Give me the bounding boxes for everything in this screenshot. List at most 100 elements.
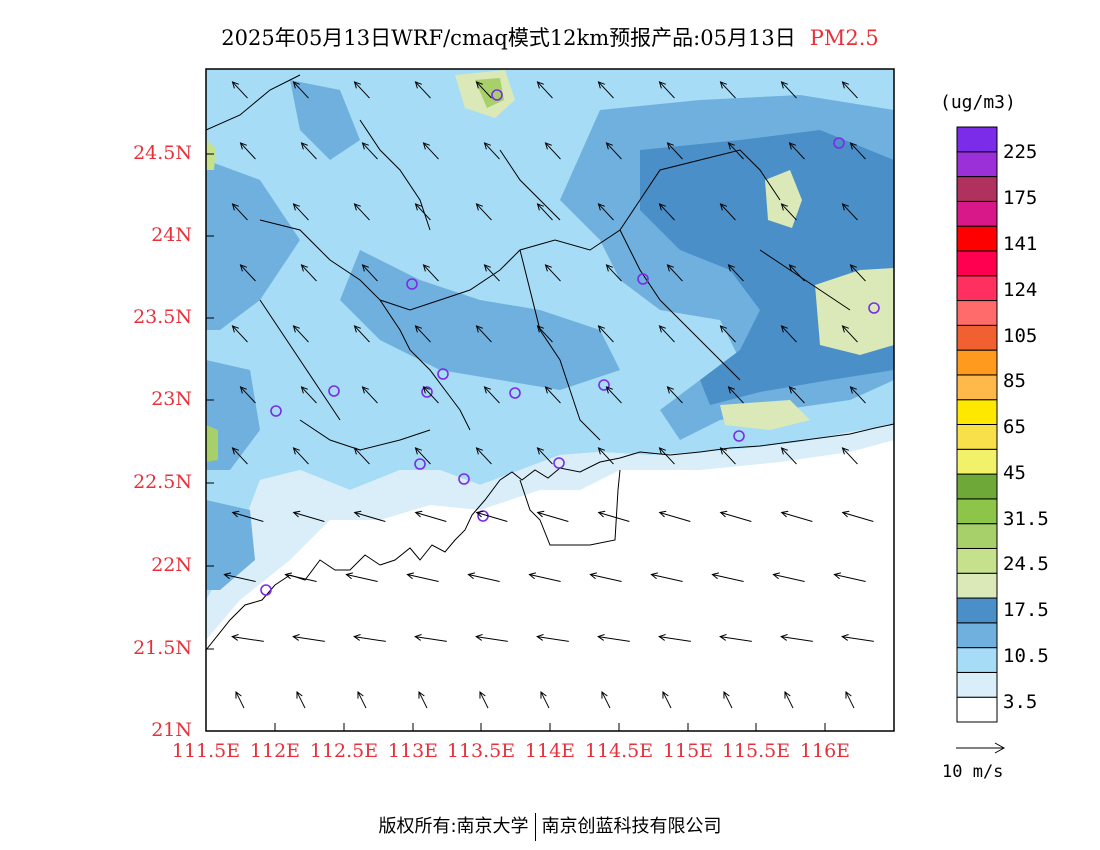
wind-arrow: [727, 142, 744, 160]
wind-arrow: [540, 690, 550, 709]
wind-arrow: [422, 264, 439, 282]
wind-arrow: [239, 264, 256, 282]
wind-arrow: [605, 142, 622, 160]
wind-arrow: [536, 510, 569, 523]
colorbar-label: 3.5: [1003, 691, 1038, 713]
wind-arrow: [536, 325, 553, 343]
colorbar-swatch: [956, 498, 998, 525]
colorbar-label: 175: [1003, 187, 1038, 209]
wind-arrow: [601, 690, 611, 709]
wind-arrow: [841, 203, 858, 221]
lat-label: 22N: [151, 554, 192, 576]
wind-arrow: [841, 634, 874, 642]
wind-arrow: [284, 572, 317, 582]
wind-arrow: [849, 386, 866, 404]
wind-arrow: [780, 447, 797, 465]
wind-arrow: [361, 264, 378, 282]
lon-label: 114.5E: [584, 740, 654, 762]
pearl-river-bay: [519, 469, 621, 546]
lat-label: 21N: [151, 719, 192, 741]
lat-label: 23N: [151, 388, 192, 410]
colorbar-swatch: [956, 597, 998, 624]
colorbar-swatch: [956, 473, 998, 500]
wind-arrow: [788, 142, 805, 160]
wind-arrow: [845, 690, 855, 709]
colorbar-label: 65: [1003, 416, 1026, 438]
wind-arrow: [658, 203, 675, 221]
wind-arrow: [418, 690, 428, 709]
wind-arrow: [597, 634, 630, 642]
lon-label: 115E: [662, 740, 714, 762]
colorbar-swatch: [956, 200, 998, 227]
station-marker: [509, 387, 521, 399]
wind-arrow: [231, 634, 264, 642]
wind-arrow: [536, 81, 553, 99]
lat-label: 24N: [151, 224, 192, 246]
wind-arrow: [231, 510, 264, 523]
wind-arrow: [536, 203, 553, 221]
station-marker: [733, 430, 745, 442]
wind-arrow: [658, 634, 691, 642]
wind-arrow: [658, 81, 675, 99]
lon-label: 112.5E: [309, 740, 379, 762]
pm25-band-green-se: [720, 400, 810, 430]
wind-arrow: [658, 325, 675, 343]
lon-label: 114E: [524, 740, 576, 762]
wind-arrow: [597, 510, 630, 523]
province-boundaries: [205, 74, 851, 451]
wind-arrow: [727, 386, 744, 404]
colorbar-swatch: [956, 696, 998, 723]
wind-arrow: [353, 81, 370, 99]
wind-arrow: [719, 447, 736, 465]
wind-arrow: [231, 81, 248, 99]
wind-arrow: [353, 510, 386, 523]
colorbar-swatch: [956, 448, 998, 475]
wind-arrow: [605, 386, 622, 404]
wind-arrow: [711, 572, 744, 582]
colorbar-swatch: [956, 126, 998, 153]
lon-label: 112E: [249, 740, 301, 762]
wind-reference-label: 10 m/s: [942, 762, 1004, 782]
lon-label: 116E: [799, 740, 851, 762]
wind-arrow: [475, 203, 492, 221]
wind-arrow: [772, 572, 805, 582]
wind-arrow: [414, 203, 431, 221]
wind-arrow: [723, 690, 733, 709]
map-panel: [205, 68, 895, 732]
wind-arrow: [231, 325, 248, 343]
copyright-label: 版权所有:: [378, 816, 457, 837]
pm25-band-green-west2: [206, 140, 216, 170]
wind-arrow: [780, 203, 797, 221]
station-marker: [598, 379, 610, 391]
station-marker: [553, 457, 565, 469]
lat-label: 22.5N: [133, 471, 192, 493]
colorbar-swatch: [956, 374, 998, 401]
wind-arrow: [292, 203, 309, 221]
pm25-band-17-nw: [290, 80, 360, 160]
pm25-band-17-center: [340, 250, 620, 390]
axis-ticks: [206, 153, 826, 731]
colorbar-label: 85: [1003, 370, 1026, 392]
wind-arrow: [483, 386, 500, 404]
wind-arrow: [833, 572, 866, 582]
wind-arrow: [353, 447, 370, 465]
wind-reference-arrow: [956, 742, 1006, 754]
wind-arrow: [597, 325, 614, 343]
wind-arrow: [849, 264, 866, 282]
wind-arrow: [597, 81, 614, 99]
colorbar-unit: (ug/m3): [940, 92, 1016, 113]
title-text: 2025年05月13日WRF/cmaq模式12km预报产品:05月13日: [221, 26, 796, 50]
wind-arrow: [849, 142, 866, 160]
wind-arrow: [353, 634, 386, 642]
wind-arrow: [841, 447, 858, 465]
wind-arrow: [483, 142, 500, 160]
wind-arrow: [544, 264, 561, 282]
station-marker: [868, 302, 880, 314]
station-marker: [421, 386, 433, 398]
wind-arrow: [361, 142, 378, 160]
wind-arrow: [475, 325, 492, 343]
wind-arrow: [528, 572, 561, 582]
colorbar-label: 31.5: [1003, 508, 1049, 530]
colorbar-swatch: [956, 622, 998, 649]
station-marker: [260, 584, 272, 596]
